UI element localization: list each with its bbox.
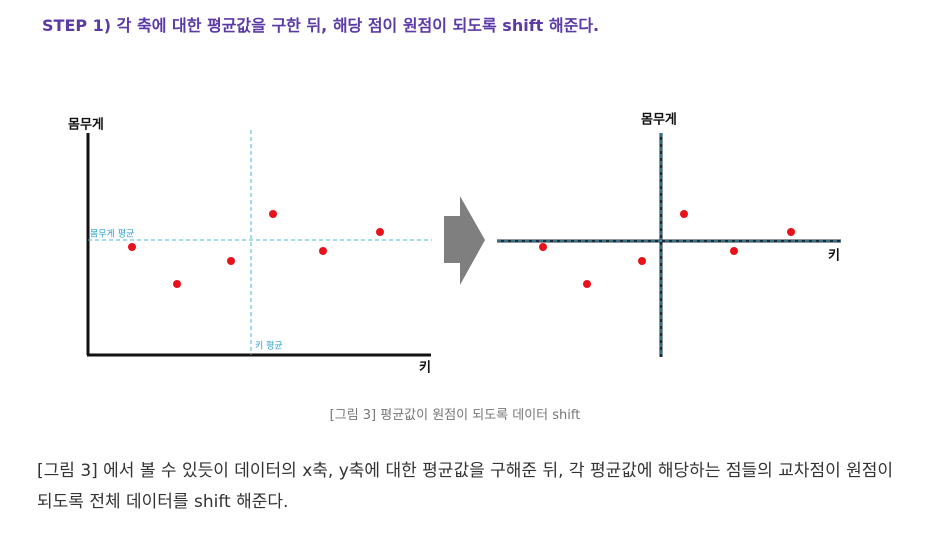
point — [128, 243, 136, 251]
point — [730, 247, 738, 255]
mean-label: 몸무게 평균 — [90, 229, 134, 240]
axis-label: 키 — [419, 361, 431, 376]
point — [173, 280, 181, 288]
caption: [그림 3] 평균값이 원점이 되도록 데이터 shift — [329, 408, 581, 423]
points — [539, 210, 795, 288]
axis-label: 몸무게 — [641, 113, 677, 128]
point — [376, 228, 384, 236]
axis-label: 키 — [828, 249, 840, 264]
axis-label: 몸무게 — [68, 118, 104, 133]
point — [319, 247, 327, 255]
point — [539, 243, 547, 251]
point — [583, 280, 591, 288]
heading: STEP 1) 각 축에 대한 평균값을 구한 뒤, 해당 점이 원점이 되도록… — [42, 16, 600, 35]
left-diagram: 몸무게 키 몸무게 평균 키 평균 — [68, 118, 432, 376]
point — [638, 257, 646, 265]
arrow — [444, 196, 485, 285]
points — [128, 210, 384, 288]
point — [269, 210, 277, 218]
mean-label: 키 평균 — [255, 341, 283, 352]
point — [787, 228, 795, 236]
point — [680, 210, 688, 218]
point — [227, 257, 235, 265]
right-diagram: 몸무게 키 — [497, 113, 841, 357]
paragraph: [그림 3] 에서 볼 수 있듯이 데이터의 x축, y축에 대한 평균값을 구… — [37, 461, 894, 512]
